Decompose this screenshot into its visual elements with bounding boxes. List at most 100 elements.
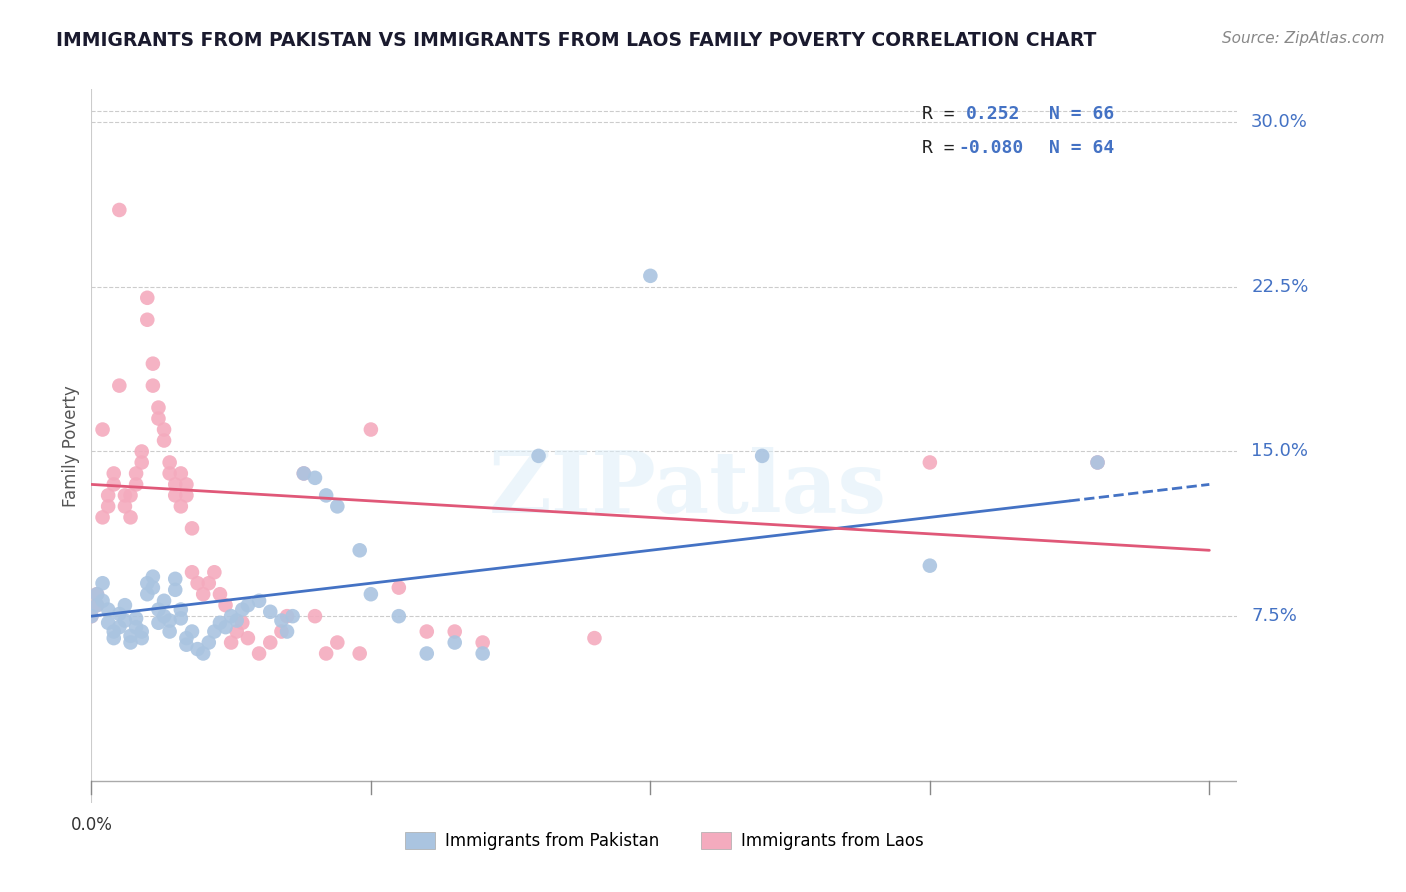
Text: ZIPatlas: ZIPatlas bbox=[488, 447, 886, 531]
Point bbox=[315, 647, 337, 661]
Point bbox=[91, 423, 114, 437]
Point bbox=[247, 647, 270, 661]
Point bbox=[114, 614, 136, 628]
Point bbox=[176, 477, 198, 491]
Point bbox=[202, 566, 225, 580]
Point bbox=[120, 488, 142, 502]
Point bbox=[91, 576, 114, 591]
Point bbox=[97, 615, 120, 630]
Point bbox=[326, 500, 349, 514]
Point bbox=[360, 423, 382, 437]
Point bbox=[125, 467, 148, 481]
Text: N = 66: N = 66 bbox=[1049, 105, 1115, 123]
Point bbox=[388, 609, 411, 624]
Point bbox=[349, 647, 371, 661]
Point bbox=[97, 602, 120, 616]
Point bbox=[388, 581, 411, 595]
Point bbox=[153, 594, 176, 608]
Point bbox=[187, 642, 209, 657]
Point bbox=[165, 582, 187, 597]
Point bbox=[1087, 455, 1109, 469]
Point bbox=[208, 615, 231, 630]
Point bbox=[136, 587, 159, 601]
Point bbox=[236, 631, 259, 645]
Text: N = 64: N = 64 bbox=[1049, 139, 1115, 157]
Point bbox=[131, 631, 153, 645]
Point bbox=[114, 488, 136, 502]
Text: Source: ZipAtlas.com: Source: ZipAtlas.com bbox=[1222, 31, 1385, 46]
Point bbox=[259, 605, 281, 619]
Point bbox=[276, 609, 298, 624]
Point bbox=[120, 510, 142, 524]
Point bbox=[471, 647, 494, 661]
Point bbox=[108, 202, 131, 217]
Point bbox=[443, 635, 465, 649]
Point bbox=[360, 587, 382, 601]
Point bbox=[125, 620, 148, 634]
Point bbox=[159, 455, 181, 469]
Text: -0.080: -0.080 bbox=[959, 139, 1024, 157]
Point bbox=[86, 587, 108, 601]
Point bbox=[197, 576, 219, 591]
Point bbox=[170, 611, 193, 625]
Point bbox=[114, 500, 136, 514]
Point bbox=[142, 581, 165, 595]
Point bbox=[583, 631, 606, 645]
Point bbox=[231, 602, 253, 616]
Point bbox=[170, 500, 193, 514]
Point bbox=[86, 587, 108, 601]
Text: 30.0%: 30.0% bbox=[1251, 113, 1308, 131]
Point bbox=[471, 635, 494, 649]
Point bbox=[159, 614, 181, 628]
Text: 7.5%: 7.5% bbox=[1251, 607, 1298, 625]
Point bbox=[103, 631, 125, 645]
Point bbox=[125, 477, 148, 491]
Point bbox=[176, 631, 198, 645]
Point bbox=[103, 477, 125, 491]
Point bbox=[131, 624, 153, 639]
Point bbox=[1087, 455, 1109, 469]
Text: 0.0%: 0.0% bbox=[70, 815, 112, 834]
Point bbox=[148, 615, 170, 630]
Point bbox=[165, 488, 187, 502]
Point bbox=[170, 467, 193, 481]
Point bbox=[125, 611, 148, 625]
Text: 22.5%: 22.5% bbox=[1251, 277, 1309, 296]
Point bbox=[142, 357, 165, 371]
Point bbox=[231, 615, 253, 630]
Text: 15.0%: 15.0% bbox=[1251, 442, 1308, 460]
Point bbox=[918, 455, 941, 469]
Point bbox=[91, 510, 114, 524]
Point bbox=[86, 598, 108, 612]
Point bbox=[176, 638, 198, 652]
Point bbox=[214, 620, 236, 634]
Point bbox=[270, 624, 292, 639]
Point bbox=[148, 602, 170, 616]
Point bbox=[219, 635, 242, 649]
Point bbox=[197, 635, 219, 649]
Point bbox=[176, 488, 198, 502]
Point bbox=[236, 598, 259, 612]
Point bbox=[193, 587, 215, 601]
Point bbox=[136, 312, 159, 326]
Point bbox=[136, 291, 159, 305]
Point bbox=[80, 609, 103, 624]
Point bbox=[270, 614, 292, 628]
Point bbox=[281, 609, 304, 624]
Point bbox=[214, 598, 236, 612]
Point bbox=[259, 635, 281, 649]
Point bbox=[416, 647, 439, 661]
Point bbox=[103, 624, 125, 639]
Point bbox=[247, 594, 270, 608]
Point bbox=[120, 629, 142, 643]
Point bbox=[225, 624, 247, 639]
Point bbox=[292, 467, 315, 481]
Point bbox=[148, 401, 170, 415]
Point bbox=[165, 477, 187, 491]
Point bbox=[159, 467, 181, 481]
Text: IMMIGRANTS FROM PAKISTAN VS IMMIGRANTS FROM LAOS FAMILY POVERTY CORRELATION CHAR: IMMIGRANTS FROM PAKISTAN VS IMMIGRANTS F… bbox=[56, 31, 1097, 50]
Point bbox=[120, 635, 142, 649]
Point bbox=[208, 587, 231, 601]
Point bbox=[315, 488, 337, 502]
Legend: Immigrants from Pakistan, Immigrants from Laos: Immigrants from Pakistan, Immigrants fro… bbox=[396, 824, 932, 859]
